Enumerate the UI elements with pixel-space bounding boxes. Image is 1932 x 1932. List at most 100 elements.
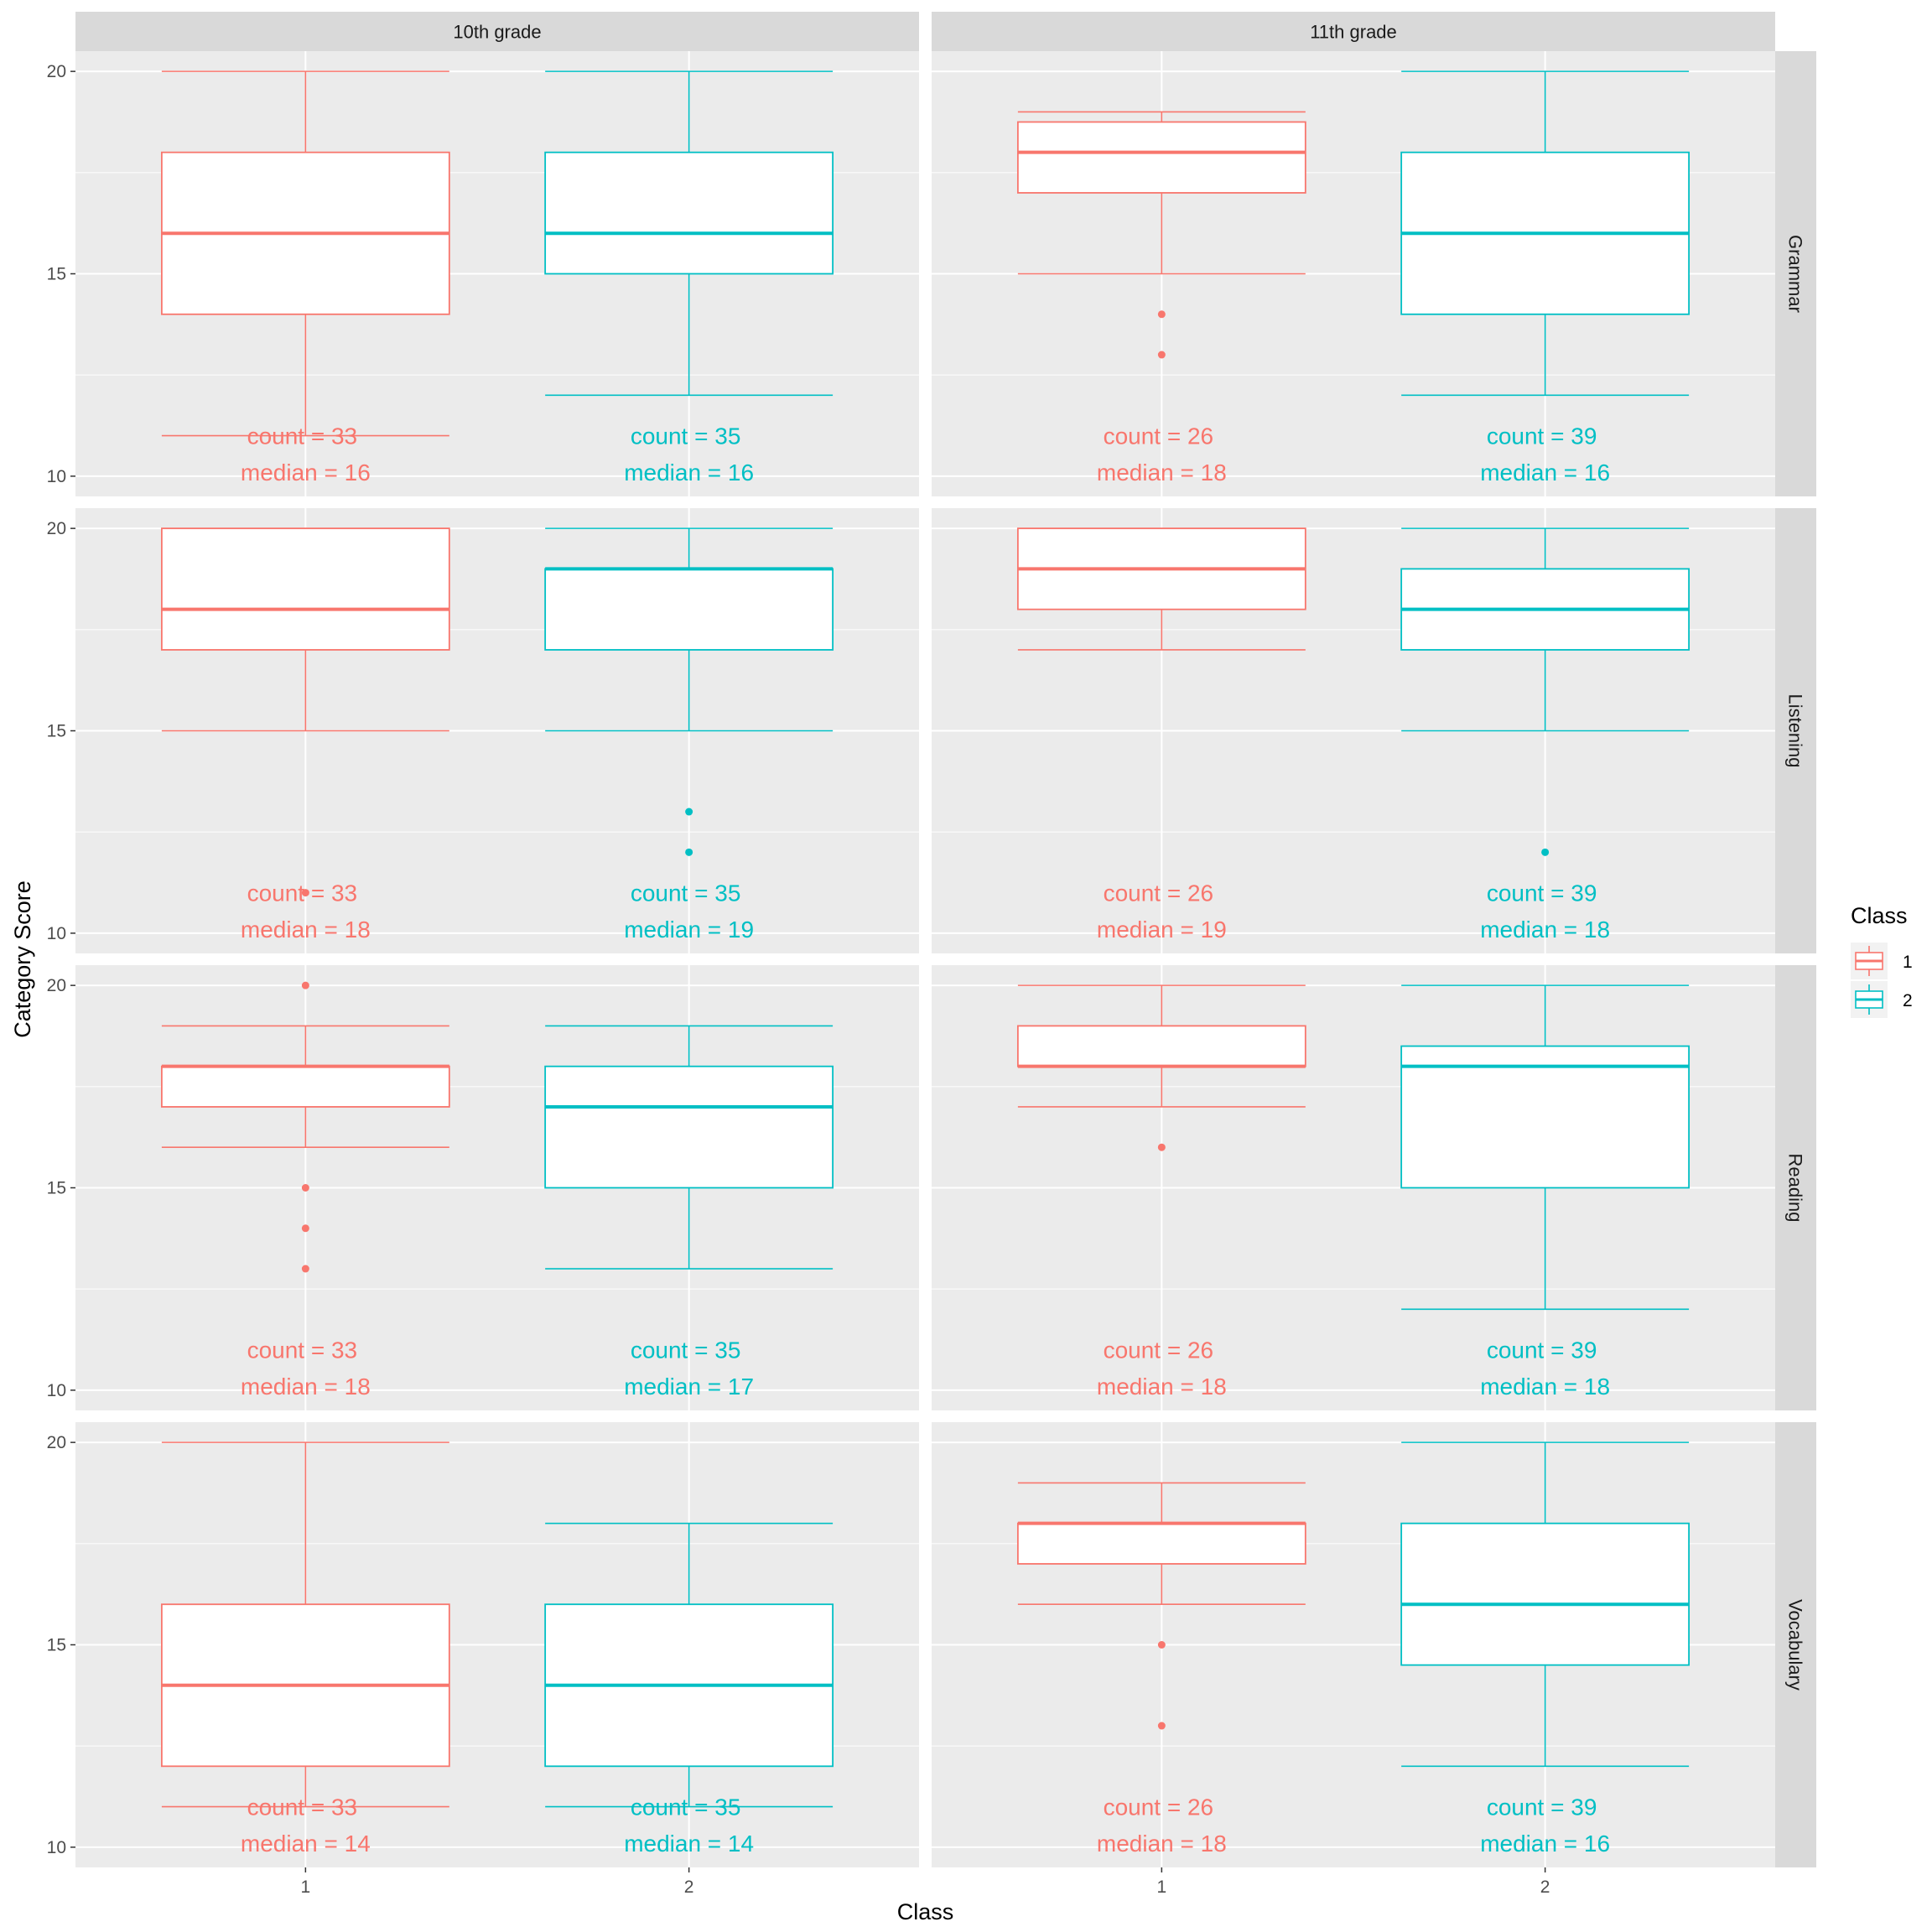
box-iqr <box>1016 121 1306 194</box>
y-tick-label: 20 <box>47 62 66 81</box>
legend-key-2: 2 <box>1851 981 1913 1018</box>
row-strip-label: Reading <box>1785 1154 1806 1223</box>
outlier-point <box>1157 1722 1166 1730</box>
outlier-point <box>685 848 693 856</box>
median-label: median = 16 <box>624 460 754 486</box>
legend-label: 2 <box>1903 991 1913 1010</box>
panel-grammar-1: count = 26 median = 18 count = 39 median = … <box>932 51 1775 496</box>
count-label: count = 35 <box>631 423 741 449</box>
outlier-point <box>301 1224 309 1233</box>
row-strip-3 <box>1775 1422 1816 1867</box>
count-label: count = 35 <box>631 1337 741 1363</box>
y-tick-label: 15 <box>47 1179 66 1198</box>
x-tick-label: 2 <box>684 1877 694 1897</box>
boxplot-class-1: count = 26 median = 18 <box>1016 111 1306 486</box>
count-label: count = 39 <box>1487 880 1597 906</box>
box-iqr <box>160 527 450 651</box>
y-tick-label: 10 <box>47 1381 66 1400</box>
outlier-point <box>301 981 309 989</box>
panel-listening-1: count = 26 median = 19 count = 39 median = … <box>932 508 1775 953</box>
median-label: median = 18 <box>1480 1374 1610 1400</box>
x-tick-label: 1 <box>1157 1877 1167 1897</box>
outlier-point <box>301 1265 309 1273</box>
col-strip-1 <box>932 12 1775 51</box>
box-iqr <box>544 1065 834 1189</box>
count-label: count = 39 <box>1487 1794 1597 1820</box>
median-label: median = 19 <box>624 917 754 943</box>
count-label: count = 35 <box>631 1794 741 1820</box>
boxplot-class-2: count = 39 median = 16 <box>1400 70 1690 486</box>
box-iqr <box>1400 1522 1690 1666</box>
col-strip-label: 11th grade <box>1310 22 1397 43</box>
box-iqr <box>1016 1025 1306 1067</box>
median-label: median = 14 <box>241 1831 371 1857</box>
y-tick-label: 15 <box>47 265 66 284</box>
boxplot-class-1: count = 33 median = 18 <box>160 527 450 943</box>
box-iqr <box>1400 1045 1690 1189</box>
boxplot-class-2: count = 35 median = 14 <box>544 1522 834 1857</box>
legend-label: 1 <box>1903 953 1913 972</box>
legend: Class 1 2 <box>1851 903 1913 1018</box>
count-label: count = 39 <box>1487 423 1597 449</box>
y-axis-title: Category Score <box>10 880 35 1038</box>
outlier-point <box>1157 351 1166 359</box>
row-strip-label: Vocabulary <box>1785 1599 1806 1690</box>
row-strip-0 <box>1775 51 1816 496</box>
median-label: median = 19 <box>1097 917 1227 943</box>
boxplot-class-1: count = 33 median = 14 <box>160 1441 450 1857</box>
count-label: count = 26 <box>1104 423 1214 449</box>
median-label: median = 17 <box>624 1374 754 1400</box>
count-label: count = 33 <box>247 1337 358 1363</box>
box-iqr <box>544 568 834 651</box>
boxplot-class-2: count = 35 median = 19 <box>544 527 834 943</box>
x-axis-title: Class <box>897 1899 954 1924</box>
box-iqr <box>160 1065 450 1108</box>
col-strip-0 <box>75 12 919 51</box>
panel-vocabulary-0: count = 33 median = 14 count = 35 median = … <box>75 1422 919 1867</box>
outlier-point <box>1157 310 1166 319</box>
median-label: median = 18 <box>1097 1831 1227 1857</box>
count-label: count = 33 <box>247 423 358 449</box>
panel-grammar-0: count = 33 median = 16 count = 35 median = … <box>75 51 919 496</box>
outlier-point <box>1157 1143 1166 1151</box>
count-label: count = 33 <box>247 1794 358 1820</box>
legend-key-1: 1 <box>1851 943 1913 979</box>
row-strip-2 <box>1775 965 1816 1410</box>
panel-reading-0: count = 33 median = 18 count = 35 median = … <box>75 965 919 1410</box>
boxplot-class-2: count = 39 median = 16 <box>1400 1441 1690 1857</box>
outlier-point <box>1157 1641 1166 1649</box>
legend-title: Class <box>1851 903 1908 928</box>
median-label: median = 18 <box>241 917 371 943</box>
y-tick-label: 10 <box>47 467 66 486</box>
boxplot-class-1: count = 26 median = 18 <box>1016 1482 1306 1857</box>
y-tick-label: 15 <box>47 722 66 741</box>
boxplot-class-1: count = 26 median = 18 <box>1016 984 1306 1400</box>
col-strip-label: 10th grade <box>453 22 541 43</box>
x-tick-label: 2 <box>1540 1877 1550 1897</box>
count-label: count = 26 <box>1104 1337 1214 1363</box>
y-tick-label: 20 <box>47 1433 66 1452</box>
count-label: count = 26 <box>1104 1794 1214 1820</box>
median-label: median = 18 <box>1097 1374 1227 1400</box>
boxplot-class-2: count = 39 median = 18 <box>1400 527 1690 943</box>
outlier-point <box>301 889 309 897</box>
y-tick-label: 10 <box>47 924 66 943</box>
panel-vocabulary-1: count = 26 median = 18 count = 39 median = … <box>932 1422 1775 1867</box>
median-label: median = 16 <box>1480 460 1610 486</box>
y-tick-label: 20 <box>47 519 66 538</box>
median-label: median = 14 <box>624 1831 754 1857</box>
median-label: median = 16 <box>241 460 371 486</box>
outlier-point <box>301 1184 309 1192</box>
box-iqr <box>1016 1522 1306 1565</box>
boxplot-class-2: count = 39 median = 18 <box>1400 984 1690 1400</box>
median-label: median = 16 <box>1480 1831 1610 1857</box>
box-iqr <box>544 151 834 275</box>
boxplot-class-1: count = 33 median = 18 <box>160 981 450 1400</box>
x-tick-label: 1 <box>301 1877 311 1897</box>
y-tick-label: 15 <box>47 1636 66 1655</box>
y-tick-label: 20 <box>47 976 66 995</box>
panel-listening-0: count = 33 median = 18 count = 35 median = … <box>75 508 919 953</box>
row-strip-label: Grammar <box>1785 235 1806 313</box>
